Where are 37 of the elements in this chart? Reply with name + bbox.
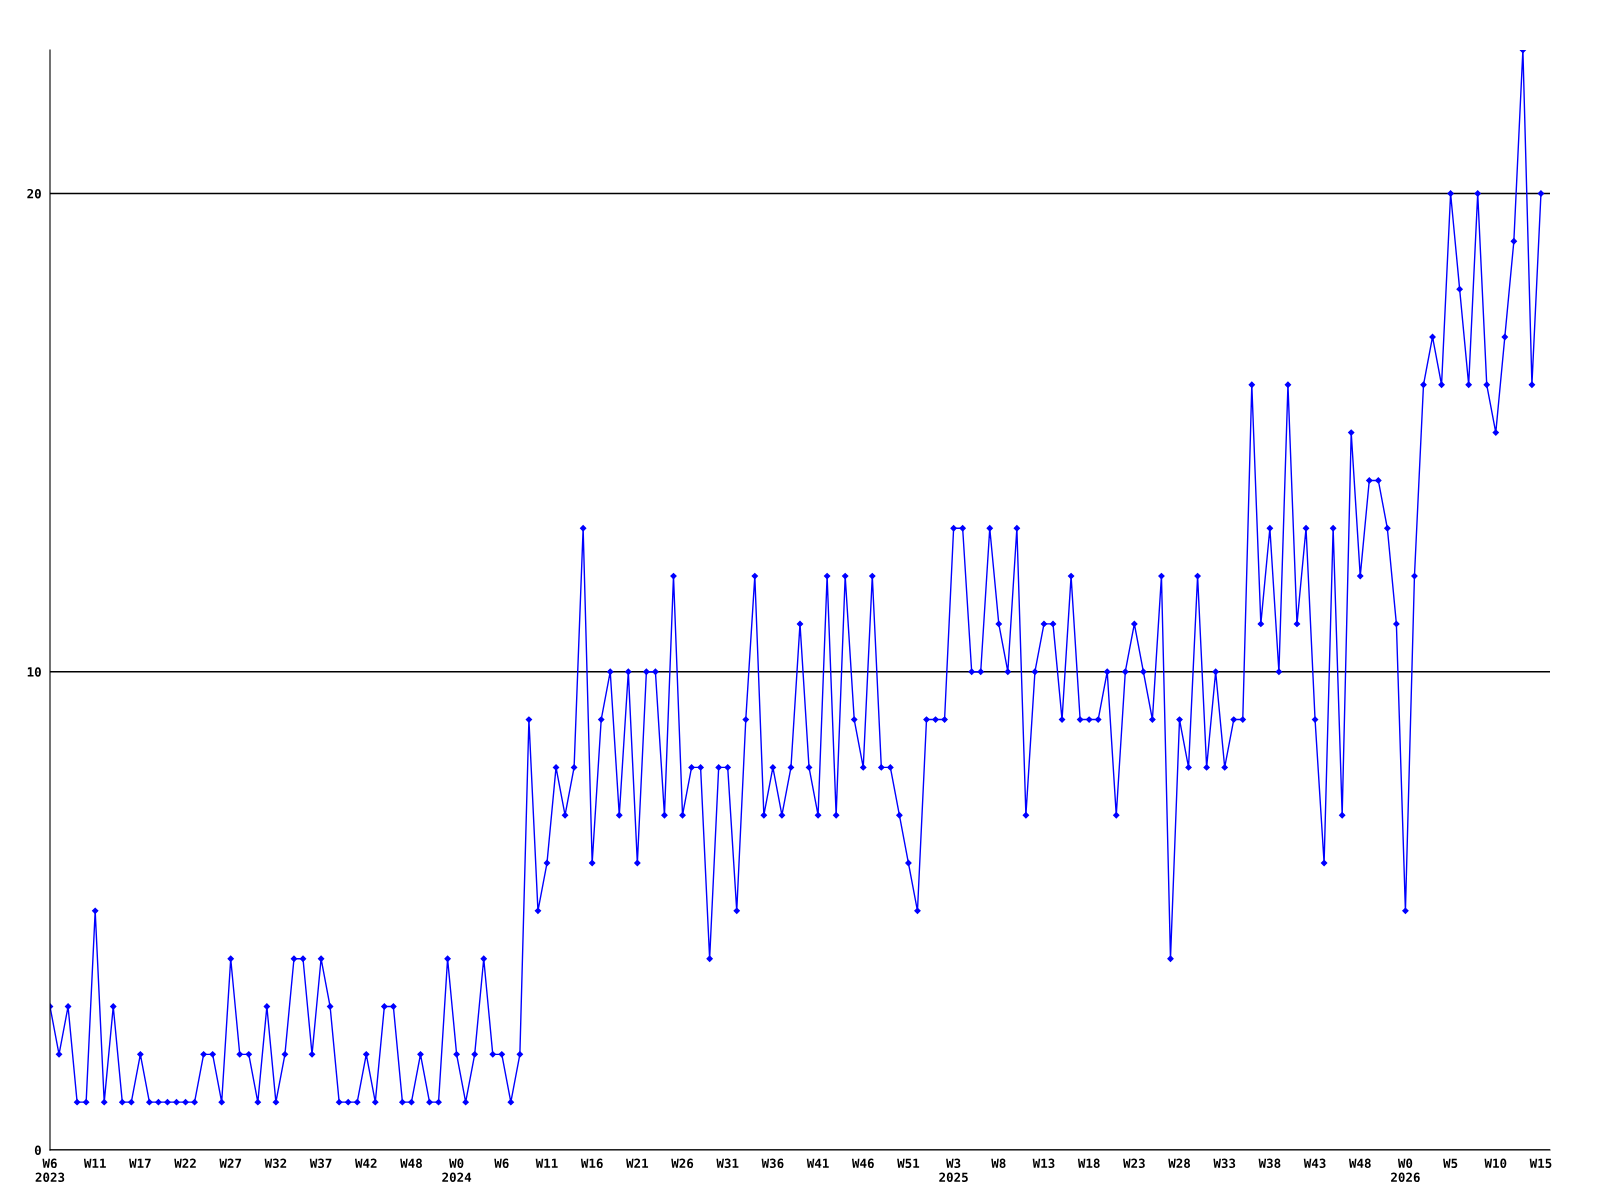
x-tick-label: W37 [309, 1158, 332, 1169]
x-tick-label: W15 [1529, 1158, 1552, 1169]
x-tick-label: W0 2024 [442, 1158, 472, 1183]
x-tick-label: W48 [400, 1158, 422, 1169]
x-tick-label: W10 [1484, 1158, 1507, 1169]
x-tick-label: W3 2025 [939, 1158, 968, 1183]
x-tick-label: W43 [1303, 1158, 1326, 1169]
x-tick-label: W0 2026 [1391, 1158, 1420, 1183]
x-tick-label: W38 [1258, 1158, 1281, 1169]
y-tick-label: 20 [27, 188, 41, 199]
x-tick-label: W33 [1213, 1158, 1236, 1169]
x-tick-label: W18 [1077, 1158, 1100, 1169]
x-tick-label: W26 [671, 1158, 694, 1169]
y-tick-label: 10 [27, 667, 41, 677]
x-tick-label: W17 [129, 1158, 151, 1168]
x-tick-label: W27 [219, 1158, 242, 1168]
y-tick-label: 0 [34, 1145, 41, 1155]
x-tick-label: W46 [851, 1158, 874, 1169]
x-tick-label: W48 [1348, 1158, 1371, 1169]
x-tick-label: W11 [83, 1158, 106, 1168]
x-tick-label: W32 [264, 1158, 287, 1169]
x-tick-label: W41 [806, 1158, 829, 1168]
x-tick-label: W6 2023 [35, 1158, 65, 1183]
x-tick-label: W23 [1123, 1158, 1145, 1169]
x-tick-label: W6 [494, 1158, 509, 1169]
x-tick-label: W28 [1168, 1158, 1191, 1169]
x-tick-label: W21 [626, 1158, 649, 1168]
x-tick-label: W5 [1443, 1158, 1458, 1169]
x-tick-label: W13 [1032, 1158, 1055, 1169]
x-tick-label: W36 [761, 1158, 784, 1169]
x-tick-label: W42 [354, 1158, 377, 1168]
x-tick-label: W11 [535, 1158, 558, 1168]
x-tick-label: W16 [580, 1158, 603, 1169]
x-tick-label: W22 [174, 1158, 196, 1168]
x-tick-label: W51 [897, 1158, 920, 1169]
x-tick-label: W8 [991, 1158, 1006, 1169]
x-tick-label: W31 [716, 1158, 739, 1169]
